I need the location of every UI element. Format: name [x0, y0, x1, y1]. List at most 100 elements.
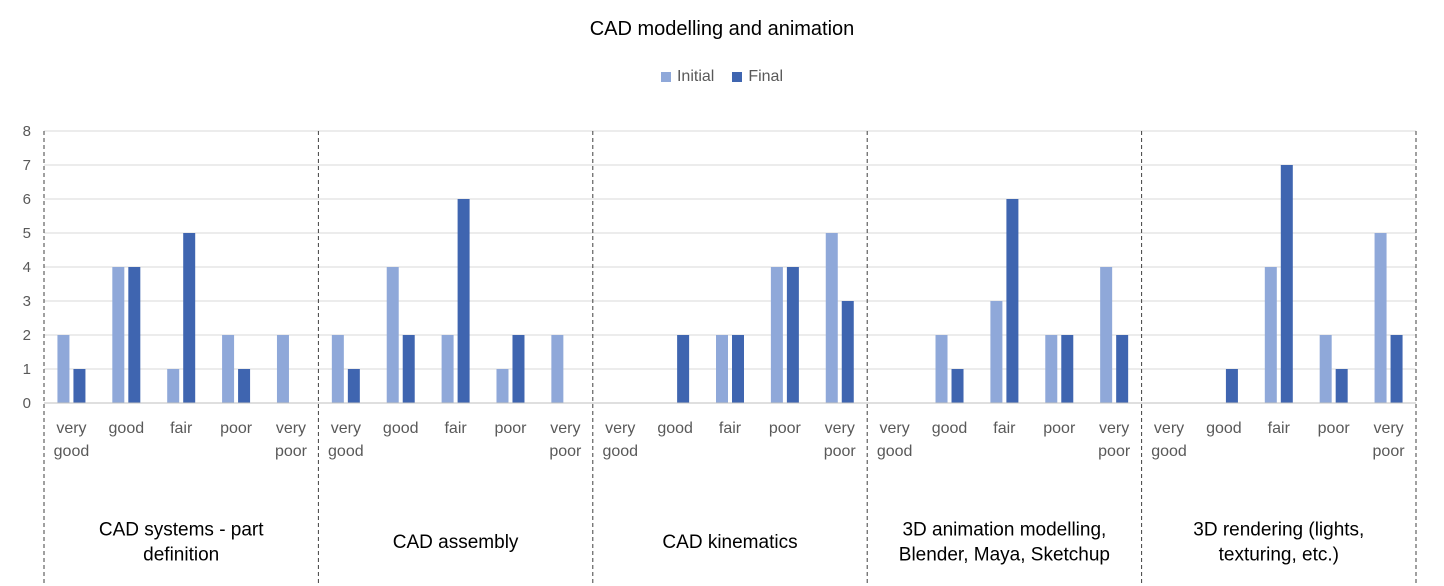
- bar-final: [1116, 335, 1129, 403]
- x-tick-label: poor: [1098, 443, 1131, 460]
- y-tick-label: 8: [23, 123, 31, 140]
- x-tick-label: good: [602, 443, 638, 460]
- y-tick-label: 1: [23, 361, 31, 378]
- bar-initial: [1264, 267, 1277, 403]
- bar-initial: [222, 335, 235, 403]
- x-tick-label: fair: [444, 420, 467, 437]
- x-tick-label: poor: [1373, 443, 1406, 460]
- bar-initial: [1045, 335, 1058, 403]
- bar-final: [183, 233, 196, 403]
- y-tick-label: 7: [23, 157, 31, 174]
- bar-initial: [1374, 233, 1387, 403]
- x-tick-label: good: [1151, 443, 1187, 460]
- bar-initial: [551, 335, 564, 403]
- bar-final: [347, 369, 360, 403]
- x-tick-label: poor: [1043, 420, 1076, 437]
- bar-initial: [935, 335, 948, 403]
- bar-initial: [1100, 267, 1113, 403]
- x-tick-label: very: [1099, 420, 1129, 437]
- x-tick-label: poor: [494, 420, 527, 437]
- x-tick-label: good: [657, 420, 693, 437]
- bar-final: [457, 199, 470, 403]
- group-label: 3D rendering (lights,: [1193, 520, 1364, 541]
- bar-initial: [1319, 335, 1332, 403]
- y-tick-label: 6: [23, 191, 31, 208]
- bar-final: [786, 267, 799, 403]
- bar-initial: [167, 369, 180, 403]
- bar-initial: [496, 369, 509, 403]
- bar-final: [512, 335, 525, 403]
- x-tick-label: very: [1373, 420, 1403, 437]
- group-label: CAD systems - part: [99, 520, 264, 541]
- bar-final: [841, 301, 854, 403]
- bar-final: [402, 335, 415, 403]
- x-tick-label: very: [880, 420, 910, 437]
- bar-initial: [276, 335, 289, 403]
- legend-swatch-final: [732, 72, 743, 82]
- y-tick-label: 3: [23, 293, 31, 310]
- x-tick-label: poor: [220, 420, 253, 437]
- bar-final: [951, 369, 964, 403]
- x-tick-label: good: [1206, 420, 1242, 437]
- x-tick-label: very: [605, 420, 635, 437]
- legend-item-final: Final: [732, 68, 783, 86]
- bar-final: [1225, 369, 1238, 403]
- group-label: 3D animation modelling,: [902, 520, 1106, 541]
- x-tick-label: good: [328, 443, 364, 460]
- x-tick-label: very: [56, 420, 86, 437]
- x-tick-label: poor: [549, 443, 582, 460]
- bar-initial: [825, 233, 838, 403]
- x-tick-label: good: [54, 443, 90, 460]
- legend-label-initial: Initial: [676, 68, 715, 85]
- group-label: Blender, Maya, Sketchup: [899, 545, 1110, 566]
- legend-label-final: Final: [748, 68, 784, 85]
- x-tick-label: fair: [170, 420, 193, 437]
- x-tick-label: fair: [993, 420, 1016, 437]
- bar-initial: [57, 335, 70, 403]
- x-tick-label: poor: [1318, 420, 1351, 437]
- group-label: CAD kinematics: [662, 532, 797, 553]
- bar-final: [1006, 199, 1019, 403]
- y-tick-label: 4: [23, 259, 31, 276]
- bar-final: [677, 335, 690, 403]
- bar-initial: [441, 335, 454, 403]
- x-tick-label: very: [1154, 420, 1184, 437]
- bar-final: [1280, 165, 1293, 403]
- chart-legend: Initial Final: [0, 68, 1444, 86]
- x-tick-label: very: [331, 420, 361, 437]
- x-tick-label: good: [932, 420, 968, 437]
- group-label: definition: [143, 545, 219, 566]
- legend-item-initial: Initial: [660, 68, 715, 86]
- bar-initial: [990, 301, 1003, 403]
- x-tick-label: very: [825, 420, 855, 437]
- bar-initial: [331, 335, 344, 403]
- bar-final: [73, 369, 86, 403]
- x-tick-label: poor: [769, 420, 802, 437]
- x-tick-label: good: [877, 443, 913, 460]
- x-tick-label: very: [550, 420, 580, 437]
- bar-initial: [112, 267, 125, 403]
- group-label: CAD assembly: [393, 532, 519, 553]
- chart-title: CAD modelling and animation: [589, 18, 855, 40]
- bar-final: [238, 369, 251, 403]
- legend-swatch-initial: [660, 72, 671, 82]
- bar-final: [1061, 335, 1074, 403]
- x-tick-label: fair: [1268, 420, 1291, 437]
- y-tick-label: 2: [23, 327, 31, 344]
- x-tick-label: very: [276, 420, 306, 437]
- bar-final: [732, 335, 744, 403]
- x-tick-label: good: [383, 420, 419, 437]
- group-label: texturing, etc.): [1219, 545, 1339, 566]
- x-tick-label: poor: [824, 443, 857, 460]
- y-tick-label: 0: [23, 395, 31, 412]
- x-tick-label: fair: [719, 420, 742, 437]
- y-tick-label: 5: [23, 225, 31, 242]
- bar-initial: [770, 267, 783, 403]
- bar-initial: [716, 335, 728, 403]
- x-tick-label: poor: [275, 443, 308, 460]
- bar-final: [1390, 335, 1403, 403]
- x-tick-label: good: [109, 420, 145, 437]
- bar-final: [128, 267, 141, 403]
- bar-final: [1335, 369, 1348, 403]
